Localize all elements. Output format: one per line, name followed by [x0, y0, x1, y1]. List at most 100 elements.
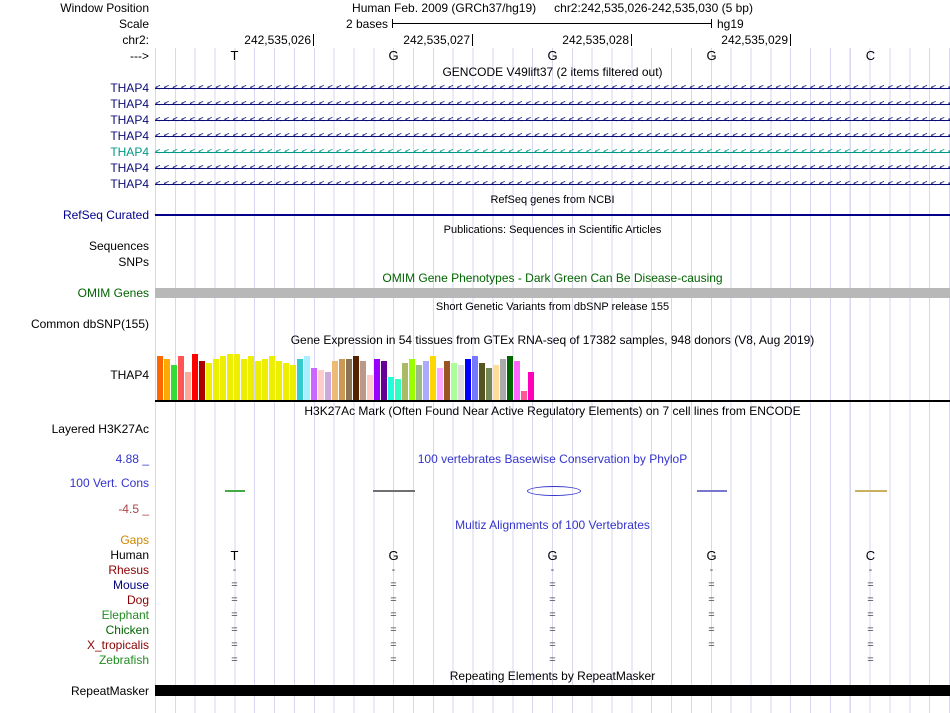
- repeatmasker-track[interactable]: [155, 684, 950, 698]
- track-label-thap4[interactable]: THAP4: [110, 97, 149, 111]
- transcript[interactable]: <<<<<<<<<<<<<<<<<<<<<<<<<<<<<<<<<<<<<<<<…: [155, 160, 950, 176]
- track-label-sequences[interactable]: Sequences: [88, 239, 149, 253]
- gtex-tissue-bar[interactable]: [178, 356, 184, 400]
- track-label-refseq-curated[interactable]: RefSeq Curated: [62, 208, 149, 222]
- gtex-tissue-bar[interactable]: [234, 354, 240, 400]
- ruler-track[interactable]: 242,535,026 242,535,027 242,535,028 242,535…: [155, 32, 950, 48]
- sequences-track[interactable]: [155, 238, 950, 254]
- track-label-omim-genes[interactable]: OMIM Genes: [77, 287, 149, 299]
- gtex-tissue-bar[interactable]: [290, 365, 296, 400]
- alignment-row[interactable]: = = = = =: [155, 593, 950, 608]
- gtex-tissue-bar[interactable]: [521, 391, 527, 400]
- gtex-tissue-bar[interactable]: [318, 370, 324, 400]
- gtex-tissue-bar[interactable]: [276, 361, 282, 400]
- gtex-tissue-bar[interactable]: [479, 363, 485, 400]
- gtex-tissue-bar[interactable]: [220, 356, 226, 400]
- gtex-tissue-bar[interactable]: [430, 356, 436, 400]
- track-label-layered-h3k27ac[interactable]: Layered H3K27Ac: [51, 422, 149, 436]
- alignment-row[interactable]: = = = = =: [155, 578, 950, 593]
- alignment-row[interactable]: = = = =: [155, 653, 950, 668]
- alignment-row[interactable]: = = = = =: [155, 638, 950, 653]
- gtex-tissue-bar[interactable]: [500, 359, 506, 400]
- gtex-tissue-bar[interactable]: [199, 361, 205, 400]
- gtex-tissue-bar[interactable]: [514, 361, 520, 400]
- species-label-zebrafish[interactable]: Zebrafish: [98, 653, 149, 667]
- track-label-thap4[interactable]: THAP4: [110, 81, 149, 95]
- gtex-tissue-bar[interactable]: [444, 361, 450, 400]
- gtex-tissue-bar[interactable]: [311, 368, 317, 400]
- transcript[interactable]: <<<<<<<<<<<<<<<<<<<<<<<<<<<<<<<<<<<<<<<<…: [155, 144, 950, 160]
- alignment-row[interactable]: = = = = =: [155, 623, 950, 638]
- refseq-curated-track[interactable]: [155, 208, 950, 222]
- alignment-row[interactable]: = = = = =: [155, 608, 950, 623]
- gtex-tissue-bar[interactable]: [395, 379, 401, 400]
- species-label-rhesus[interactable]: Rhesus: [108, 563, 149, 577]
- gtex-tissue-bar[interactable]: [423, 361, 429, 400]
- gtex-tissue-bar[interactable]: [332, 361, 338, 400]
- track-label-repeatmasker[interactable]: RepeatMasker: [70, 684, 149, 698]
- h3k27ac-track[interactable]: [155, 421, 950, 437]
- gtex-tissue-bar[interactable]: [192, 354, 198, 400]
- species-label-x-tropicalis[interactable]: X_tropicalis: [86, 638, 149, 652]
- conservation-track[interactable]: [155, 467, 950, 501]
- transcript[interactable]: <<<<<<<<<<<<<<<<<<<<<<<<<<<<<<<<<<<<<<<<…: [155, 112, 950, 128]
- gtex-tissue-bar[interactable]: [297, 359, 303, 400]
- gtex-tissue-bar[interactable]: [528, 372, 534, 400]
- gtex-tissue-bar[interactable]: [283, 363, 289, 400]
- track-label-thap4[interactable]: THAP4: [110, 161, 149, 175]
- gtex-tissue-bar[interactable]: [374, 359, 380, 400]
- species-label-mouse[interactable]: Mouse: [112, 578, 149, 592]
- gtex-tissue-bar[interactable]: [388, 377, 394, 400]
- gtex-tissue-bar[interactable]: [416, 365, 422, 400]
- track-label-thap4[interactable]: THAP4: [110, 129, 149, 143]
- dbsnp-track[interactable]: [155, 316, 950, 332]
- gtex-tissue-bar[interactable]: [381, 361, 387, 400]
- alignment-row[interactable]: -----: [155, 563, 950, 578]
- gtex-tissue-bar[interactable]: [157, 356, 163, 400]
- gtex-bars[interactable]: [155, 348, 950, 402]
- track-label-thap4[interactable]: THAP4: [110, 113, 149, 127]
- gtex-tissue-bar[interactable]: [465, 359, 471, 400]
- gtex-tissue-bar[interactable]: [206, 363, 212, 400]
- gtex-tissue-bar[interactable]: [346, 359, 352, 400]
- track-label-snps[interactable]: SNPs: [118, 255, 149, 269]
- gtex-tissue-bar[interactable]: [325, 372, 331, 400]
- track-label-thap4[interactable]: THAP4: [110, 177, 149, 191]
- species-label-human[interactable]: Human: [110, 548, 149, 562]
- gtex-tissue-bar[interactable]: [213, 359, 219, 400]
- transcript[interactable]: <<<<<<<<<<<<<<<<<<<<<<<<<<<<<<<<<<<<<<<<…: [155, 80, 950, 96]
- gtex-tissue-bar[interactable]: [437, 368, 443, 400]
- species-label-chicken[interactable]: Chicken: [105, 623, 149, 637]
- gtex-tissue-bar[interactable]: [339, 359, 345, 400]
- gtex-tissue-bar[interactable]: [304, 356, 310, 400]
- gtex-tissue-bar[interactable]: [248, 356, 254, 400]
- snps-track[interactable]: [155, 254, 950, 270]
- track-label-100-vert-cons[interactable]: 100 Vert. Cons: [69, 476, 149, 490]
- gtex-tissue-bar[interactable]: [353, 356, 359, 400]
- gtex-tissue-bar[interactable]: [409, 359, 415, 400]
- gtex-tissue-bar[interactable]: [227, 354, 233, 400]
- gtex-tissue-bar[interactable]: [269, 356, 275, 400]
- gtex-tissue-bar[interactable]: [262, 359, 268, 400]
- gtex-tissue-bar[interactable]: [255, 361, 261, 400]
- gtex-tissue-bar[interactable]: [241, 359, 247, 400]
- track-label-gtex-thap4[interactable]: THAP4: [110, 368, 149, 382]
- gtex-tissue-bar[interactable]: [402, 363, 408, 400]
- track-label-thap4[interactable]: THAP4: [110, 145, 149, 159]
- gtex-tissue-bar[interactable]: [472, 356, 478, 400]
- gtex-tissue-bar[interactable]: [486, 368, 492, 400]
- transcript[interactable]: <<<<<<<<<<<<<<<<<<<<<<<<<<<<<<<<<<<<<<<<…: [155, 96, 950, 112]
- gtex-tissue-bar[interactable]: [185, 372, 191, 400]
- transcript[interactable]: <<<<<<<<<<<<<<<<<<<<<<<<<<<<<<<<<<<<<<<<…: [155, 176, 950, 192]
- gtex-tissue-bar[interactable]: [171, 365, 177, 400]
- gaps-track[interactable]: [155, 533, 950, 548]
- gtex-tissue-bar[interactable]: [164, 359, 170, 400]
- transcript[interactable]: <<<<<<<<<<<<<<<<<<<<<<<<<<<<<<<<<<<<<<<<…: [155, 128, 950, 144]
- gtex-tissue-bar[interactable]: [507, 356, 513, 400]
- gtex-tissue-bar[interactable]: [493, 365, 499, 400]
- omim-genes-track[interactable]: [155, 287, 950, 299]
- gtex-tissue-bar[interactable]: [458, 365, 464, 400]
- gtex-tissue-bar[interactable]: [451, 363, 457, 400]
